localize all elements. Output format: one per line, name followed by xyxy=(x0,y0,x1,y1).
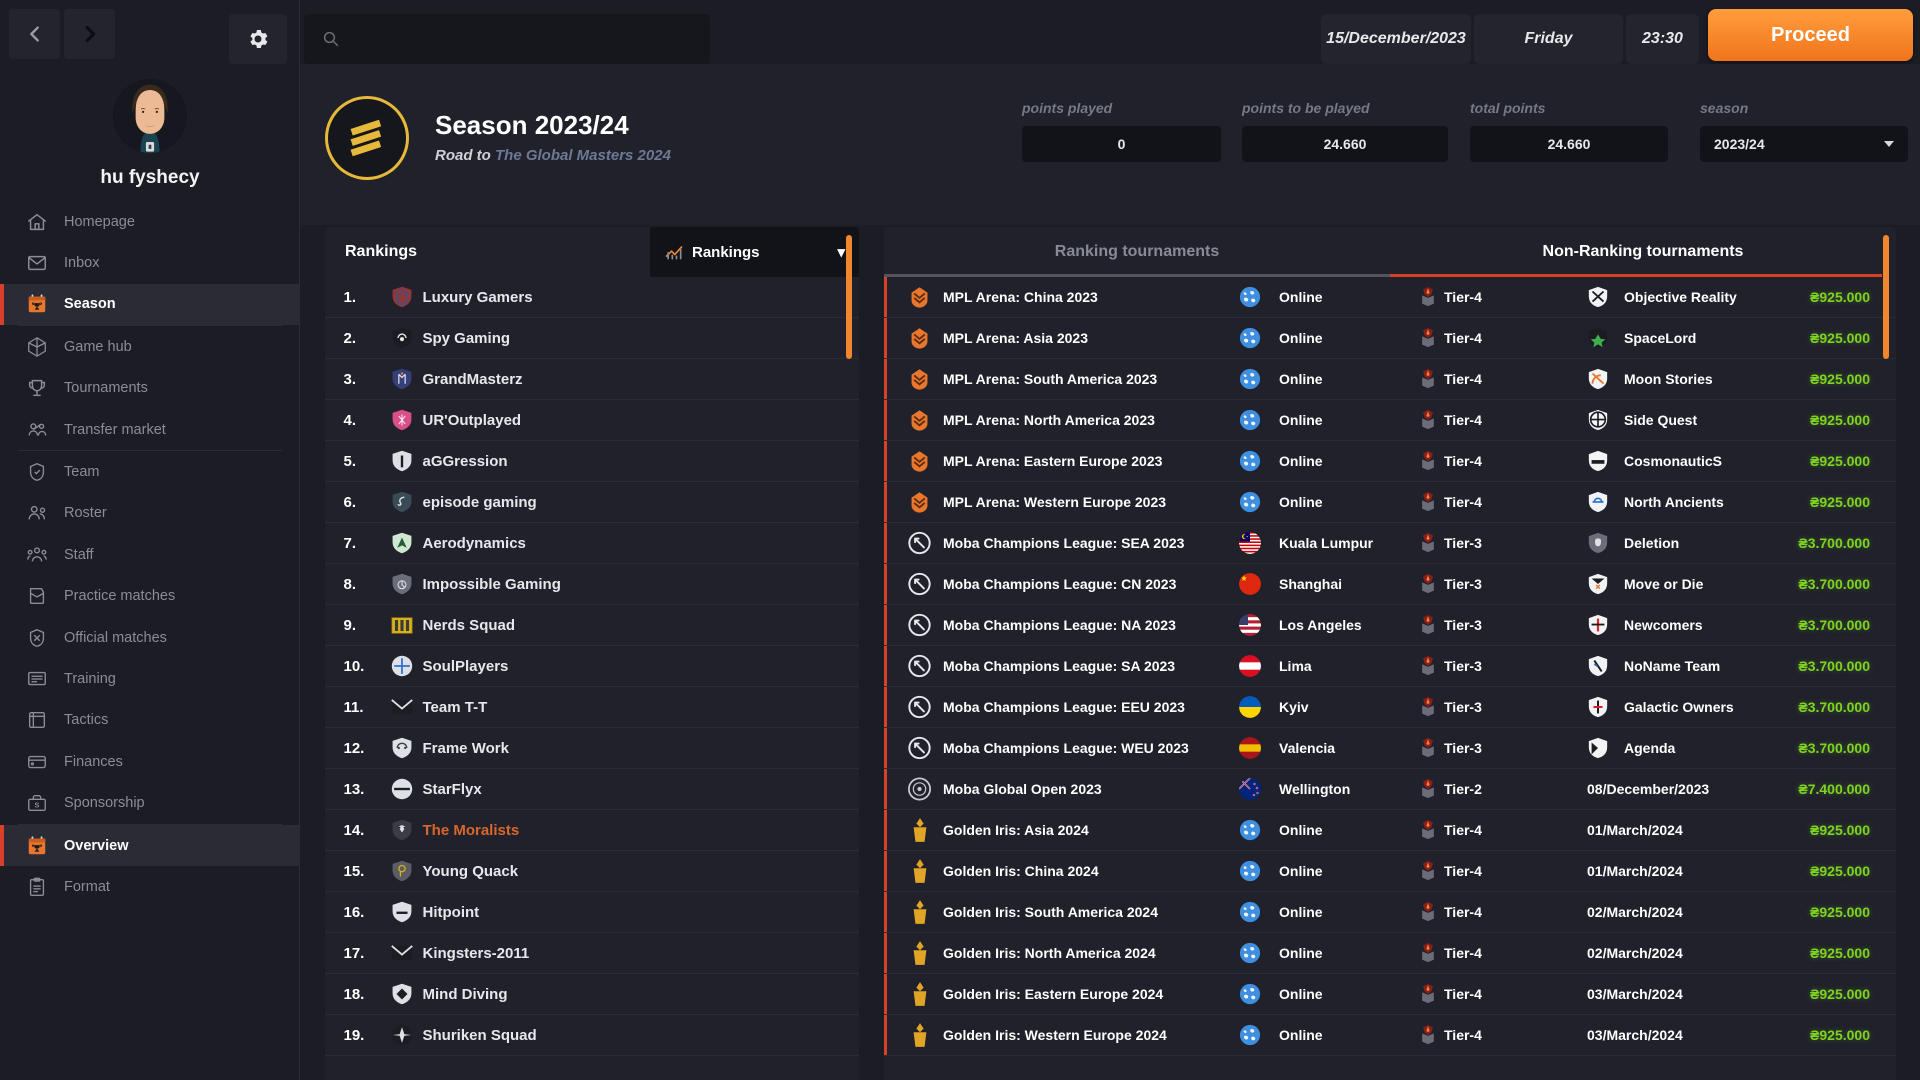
svg-text:S: S xyxy=(35,801,40,810)
